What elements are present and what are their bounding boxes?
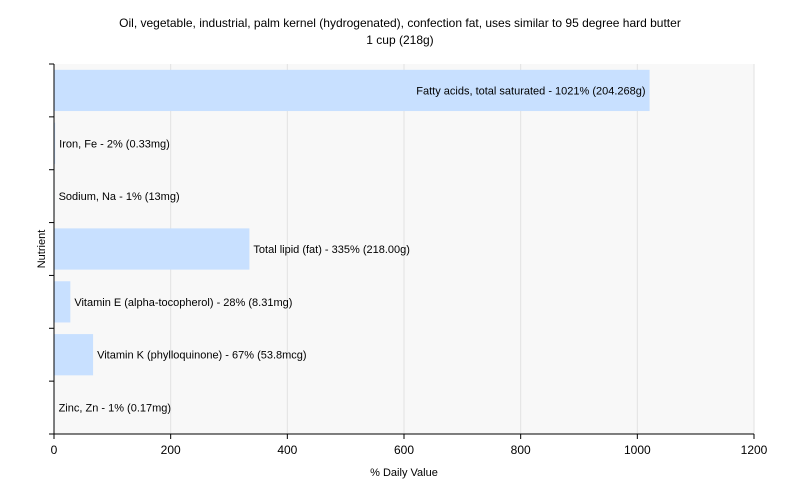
x-axis-title: % Daily Value (370, 467, 438, 479)
y-axis-title: Nutrient (36, 230, 48, 269)
bar-label-6: Zinc, Zn - 1% (0.17mg) (59, 403, 171, 415)
bar-label-1: Iron, Fe - 2% (0.33mg) (59, 138, 170, 150)
x-tick-label: 1200 (741, 443, 768, 457)
gridlines (170, 64, 755, 434)
bar-0 (54, 69, 650, 112)
axes: 0 200 400 600 800 1000 1200 (49, 63, 768, 457)
x-tick-label: 200 (161, 443, 181, 457)
bar-5 (54, 334, 94, 376)
bar-label-5: Vitamin K (phylloquinone) - 67% (53.8mcg… (97, 350, 307, 362)
bar-1 (54, 122, 56, 164)
bar-label-3: Total lipid (fat) - 335% (218.00g) (253, 244, 410, 256)
x-tick-label: 600 (394, 443, 414, 457)
bar-label-2: Sodium, Na - 1% (13mg) (59, 191, 180, 203)
x-tick-label: 800 (511, 443, 531, 457)
x-tick-label: 400 (277, 443, 297, 457)
bar-label-0: Fatty acids, total saturated - 1021% (20… (416, 85, 645, 97)
bar-4 (54, 281, 71, 323)
bar-labels: Fatty acids, total saturated - 1021% (20… (59, 85, 646, 414)
bar-3 (54, 228, 250, 270)
bar-label-4: Vitamin E (alpha-tocopherol) - 28% (8.31… (74, 297, 292, 309)
chart-subtitle: 1 cup (218g) (366, 33, 433, 47)
x-tick-label: 1000 (624, 443, 651, 457)
chart-title: Oil, vegetable, industrial, palm kernel … (119, 16, 681, 30)
x-tick-label: 0 (51, 443, 58, 457)
